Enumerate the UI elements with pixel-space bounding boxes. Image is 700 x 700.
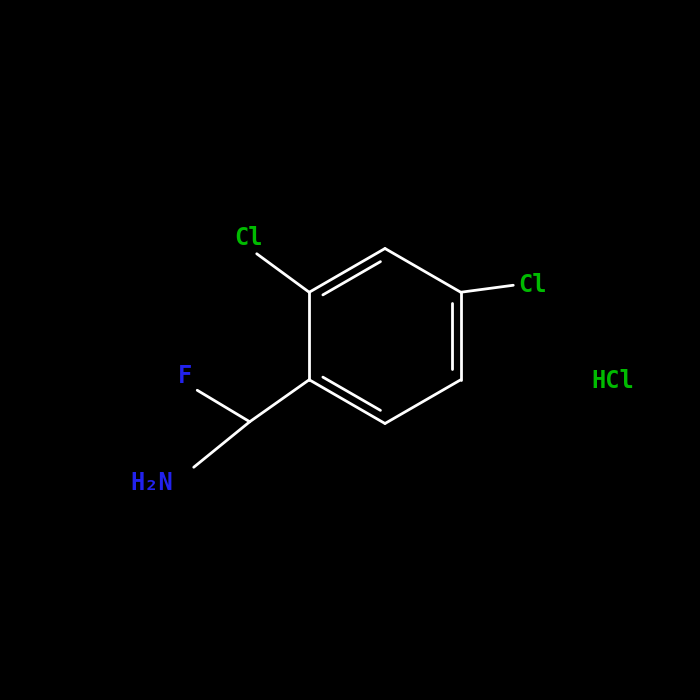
Text: H₂N: H₂N [130,470,173,495]
Text: F: F [178,364,192,388]
Text: Cl: Cl [519,273,547,298]
Text: Cl: Cl [234,226,262,251]
Text: HCl: HCl [591,370,634,393]
